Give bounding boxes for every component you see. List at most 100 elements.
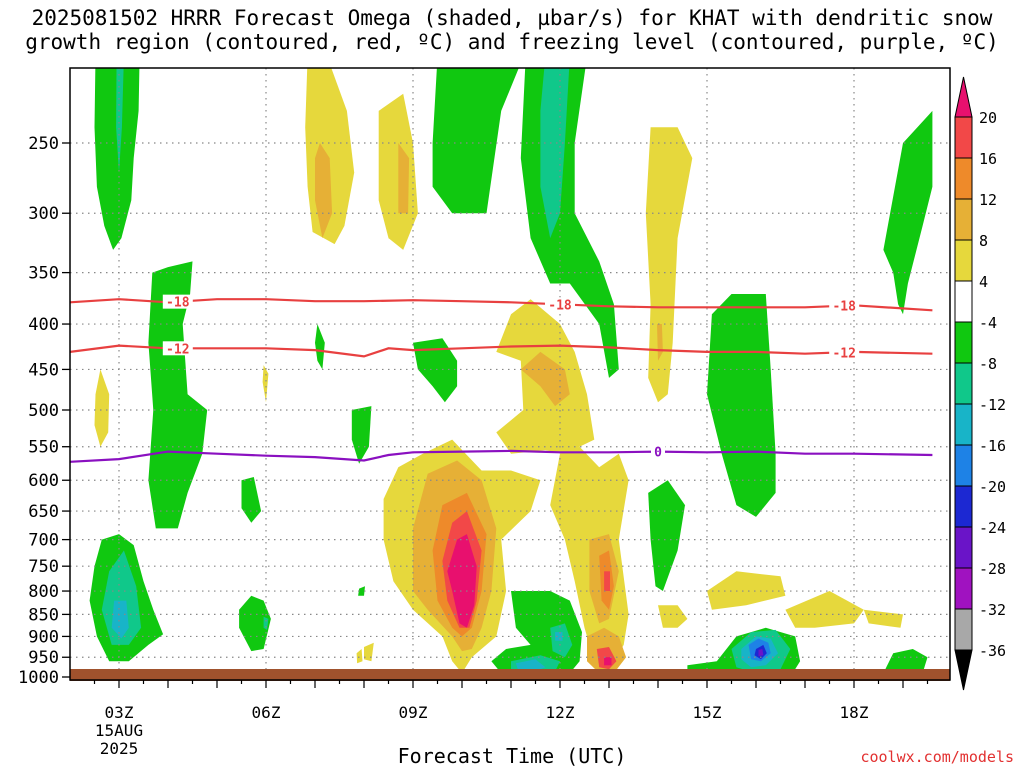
omega-region [239,595,271,652]
y-tick-label: 450 [28,360,59,380]
x-tick-label: 06Z [252,703,281,722]
omega-region [364,642,374,662]
colorbar-bin [954,321,973,364]
x-tick-label: 09Z [399,703,428,722]
omega-region [657,324,663,361]
omega-region [520,351,570,407]
colorbar-label: 16 [979,150,997,168]
omega-region [398,143,410,214]
omega-region [116,68,124,173]
x-tick-date: 15AUG [95,721,143,740]
terrain-band [70,669,950,681]
colorbar-label: 12 [979,191,997,209]
frame-rect [69,67,951,681]
x-tick-label: 12Z [546,703,575,722]
colorbar-bin [954,567,973,610]
omega-region [540,68,570,239]
omega-region [101,550,142,645]
contour-label: -12 [832,346,855,361]
colorbar-label: -32 [979,601,1006,619]
colorbar-bin [954,362,973,405]
omega-region [645,127,693,403]
omega-region [604,571,610,591]
omega-region [315,143,333,239]
temperature-contours: -18 -18 -18 -12 -12 0 [70,294,933,463]
omega-region [413,338,458,403]
omega-region [758,649,764,657]
contour-label: -18 [548,298,572,313]
contour-label-bg [651,444,665,459]
y-tick-label: 250 [28,134,59,154]
contour-line [70,298,933,312]
y-tick-label: 600 [28,471,59,491]
chart-title-line1: 2025081502 HRRR Forecast Omega (shaded, … [31,6,993,30]
colorbar-bin [954,526,973,569]
omega-region [707,571,786,610]
omega-region [262,365,269,403]
contour-label: -18 [832,300,856,315]
y-tick-label: 750 [28,557,59,577]
omega-region [491,591,582,677]
contour-label: -12 [166,342,189,357]
contour-line [70,344,933,358]
omega-region [555,632,563,641]
x-axis-label: Forecast Time (UTC) [397,744,627,768]
x-tick-label: 03Z [105,703,134,722]
source-credit: coolwx.com/models [860,748,1014,766]
colorbar-top-arrow [954,76,973,118]
plot-frame [69,67,951,681]
contour-label: -18 [166,296,190,311]
y-tick-label: 700 [28,531,59,551]
y-tick-label: 900 [28,627,59,647]
contour-label-bg [162,341,193,356]
contour-label-bg [162,294,193,309]
colorbar-label: -8 [979,355,997,373]
omega-region [148,261,208,529]
colorbar-bin [954,403,973,446]
y-tick-label: 300 [28,204,59,224]
omega-region [707,294,776,517]
y-axis-ticks: 2503003504004505005506006507007508008509… [18,134,70,688]
colorbar-bin [954,608,973,651]
y-tick-label: 950 [28,648,59,668]
y-tick-label: 500 [28,401,59,421]
colorbar-bin [954,280,973,323]
omega-region [94,68,140,250]
y-tick-label: 650 [28,502,59,522]
omega-region [358,586,365,596]
y-tick-label: 800 [28,582,59,602]
colorbar-label: -12 [979,396,1006,414]
colorbar-label: -4 [979,314,997,332]
x-tick-label: 18Z [840,703,869,722]
colorbar-label: -20 [979,478,1006,496]
contour-label-bg [829,345,860,360]
omega-region [315,324,325,370]
contour-label-bg [829,298,860,313]
omega-region [356,649,363,664]
colorbar-bin [954,444,973,487]
terrain-fill [70,669,950,681]
omega-region [94,369,110,447]
colorbar-bottom-arrow [954,649,973,691]
omega-region [604,657,612,666]
omega-region [351,406,372,464]
grid-lines [70,68,950,680]
colorbar-bin [954,239,973,282]
omega-shading [89,68,933,677]
x-tick-label: 15Z [693,703,722,722]
colorbar-label: 20 [979,109,997,127]
omega-region [785,591,864,628]
contour-label-bg [545,297,575,312]
contour-line [70,449,933,463]
omega-region [263,616,269,630]
colorbar-bin [954,485,973,528]
y-tick-label: 1000 [18,668,59,688]
y-tick-label: 350 [28,264,59,284]
colorbar-label: -28 [979,560,1006,578]
omega-region [432,68,519,214]
chart-title-line2: growth region (contoured, red, ºC) and f… [25,30,999,54]
contour-label: 0 [654,446,662,461]
colorbar-label: 8 [979,232,988,250]
colorbar-label: -36 [979,642,1006,660]
